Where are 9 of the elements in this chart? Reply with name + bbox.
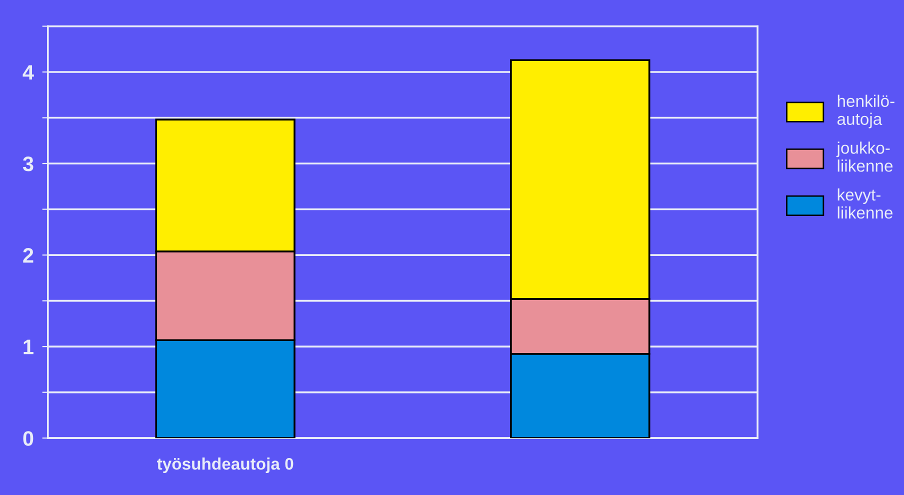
y-tick-label: 4 [22, 65, 34, 80]
y-tick-label: 3 [22, 156, 34, 172]
legend-label: henkilö- autoja [837, 94, 894, 128]
x-tick-label: työsuhdeautoja 0 [157, 458, 294, 474]
y-tick-label: 1 [24, 340, 34, 354]
y-tick-label: 2 [23, 248, 34, 263]
y-tick-label: 0 [23, 431, 34, 446]
legend-label: joukko- liikenne [836, 142, 893, 172]
legend-label: kevyt- liikenne [838, 188, 893, 219]
